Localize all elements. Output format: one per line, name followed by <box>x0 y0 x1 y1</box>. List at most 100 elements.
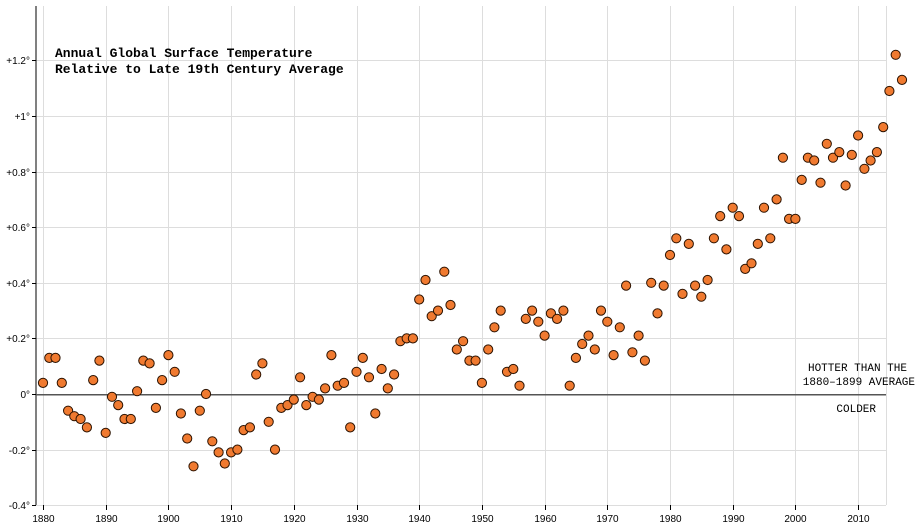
data-point: 1968: 0.16 <box>589 344 600 355</box>
data-point: 1984: 0.39 <box>690 280 701 291</box>
data-point: 1978: 0.29 <box>652 308 663 319</box>
data-point: 1970: 0.26 <box>602 316 613 327</box>
data-point: 1983: 0.54 <box>683 238 694 249</box>
data-point: 1967: 0.21 <box>583 330 594 341</box>
data-point: 1898: -0.05 <box>150 402 161 413</box>
data-point: 1932: 0.06 <box>363 372 375 383</box>
x-tick-label: 1920 <box>283 514 306 525</box>
data-point: 1920: -0.02 <box>288 394 299 405</box>
data-point: 1913: -0.12 <box>244 422 255 433</box>
x-tick-label: 1970 <box>596 514 619 525</box>
data-point: 1995: 0.67 <box>758 202 770 213</box>
data-point: 1903: -0.16 <box>182 433 193 444</box>
data-point: 1992: 0.45 <box>740 263 751 274</box>
data-point: 1883: 0.04 <box>56 377 67 388</box>
data-point: 1977: 0.4 <box>646 277 657 288</box>
data-point: 1976: 0.12 <box>639 355 651 366</box>
x-tick-label: 2000 <box>784 514 807 525</box>
data-points: 1880: 0.041881: 0.131882: 0.131883: 0.04… <box>37 49 908 472</box>
data-point: 1955: 0.09 <box>508 363 519 375</box>
data-point: 1990: 0.67 <box>727 202 738 213</box>
data-point: 1942: 0.28 <box>426 311 437 322</box>
data-point: 1892: -0.04 <box>113 400 124 411</box>
y-tick-label: +0.4° <box>6 279 30 290</box>
data-point: 1944: 0.44 <box>439 266 450 277</box>
data-point: 1951: 0.16 <box>483 344 494 355</box>
data-point: 1916: -0.1 <box>263 416 274 427</box>
chart-title-line-2: Relative to Late 19th Century Average <box>55 62 344 77</box>
data-point: 1906: 0 <box>200 388 212 400</box>
data-point: 1964: 0.03 <box>564 380 575 391</box>
data-point: 1882: 0.13 <box>50 352 61 363</box>
data-point: 1988: 0.64 <box>715 211 726 222</box>
data-point: 2007: 0.87 <box>834 147 845 158</box>
data-point: 1891: -0.01 <box>106 391 118 402</box>
data-point: 1890: -0.14 <box>100 427 111 438</box>
data-point: 2006: 0.85 <box>827 152 839 163</box>
data-point: 1966: 0.18 <box>577 338 588 350</box>
data-point: 1886: -0.09 <box>75 413 86 425</box>
data-point: 1962: 0.27 <box>552 313 563 324</box>
data-point: 1945: 0.32 <box>445 299 456 311</box>
data-point: 1917: -0.2 <box>269 444 281 455</box>
y-axis: -0.4° -0.2° 0° +0.2° +0.4° +0.6° +0.8° +1° +1.2° <box>6 6 37 512</box>
y-tick-label: +0.6° <box>6 223 30 234</box>
data-point: 1986: 0.41 <box>702 274 713 286</box>
data-point: 1894: -0.09 <box>125 413 136 425</box>
colder-annotation: COLDER <box>836 404 876 416</box>
data-point: 1989: 0.52 <box>721 244 732 255</box>
x-tick-label: 1910 <box>220 514 243 525</box>
x-tick-label: 1900 <box>157 514 180 525</box>
grid-lines <box>36 6 887 506</box>
data-point: 1973: 0.39 <box>621 280 632 291</box>
data-point: 1994: 0.54 <box>752 238 763 249</box>
data-point: 1982: 0.36 <box>677 288 688 299</box>
data-point: 1952: 0.24 <box>489 322 500 333</box>
x-tick-label: 2010 <box>847 514 870 525</box>
data-point: 1887: -0.12 <box>81 422 93 433</box>
data-point: 2000: 0.63 <box>790 213 801 224</box>
x-tick-label: 1980 <box>659 514 682 525</box>
data-point: 1941: 0.41 <box>420 274 431 286</box>
data-point: 1904: -0.26 <box>188 461 199 472</box>
data-point: 1931: 0.13 <box>357 352 368 363</box>
data-point: 2014: 0.96 <box>878 122 889 133</box>
data-point: 1947: 0.19 <box>458 336 469 347</box>
data-point: 1956: 0.03 <box>514 380 525 391</box>
data-point: 1943: 0.3 <box>432 305 444 316</box>
data-point: 1925: 0.02 <box>320 383 331 394</box>
data-point: 1897: 0.11 <box>144 358 155 369</box>
data-point: 1930: 0.08 <box>351 366 362 377</box>
data-point: 1987: 0.56 <box>708 233 720 244</box>
data-point: 1971: 0.14 <box>608 350 619 361</box>
data-point: 2012: 0.84 <box>865 155 876 166</box>
data-point: 1996: 0.56 <box>765 233 776 244</box>
data-point: 1915: 0.11 <box>257 358 268 369</box>
data-point: 1997: 0.7 <box>771 194 782 205</box>
y-tick-label: -0.4° <box>9 501 30 512</box>
hotter-annotation-line-1: HOTTER THAN THE <box>808 363 907 375</box>
data-point: 2001: 0.77 <box>796 174 807 185</box>
data-point: 1969: 0.3 <box>595 305 607 316</box>
x-tick-label: 1950 <box>471 514 494 525</box>
data-point: 1980: 0.5 <box>664 249 676 261</box>
data-point: 1907: -0.17 <box>207 436 218 447</box>
data-point: 1905: -0.06 <box>194 405 205 416</box>
x-axis: 1880 1890 1900 1910 1920 1930 1940 1950 1960 1970… <box>32 505 870 525</box>
data-point: 1926: 0.14 <box>326 350 337 361</box>
data-point: 1909: -0.25 <box>219 458 230 469</box>
data-point: 1998: 0.85 <box>777 152 789 163</box>
chart-title-line-1: Annual Global Surface Temperature <box>55 46 313 61</box>
data-point: 1993: 0.47 <box>746 258 757 269</box>
data-point: 1901: 0.08 <box>169 366 180 377</box>
data-point: 2017: 1.13 <box>896 74 908 86</box>
data-point: 1936: 0.07 <box>389 369 400 380</box>
data-point: 1933: -0.07 <box>370 408 381 419</box>
data-point: 2003: 0.84 <box>809 155 820 166</box>
data-point: 1929: -0.12 <box>345 422 356 433</box>
y-tick-label: +1° <box>15 112 30 123</box>
data-point: 1899: 0.05 <box>157 375 168 386</box>
data-point: 1928: 0.04 <box>338 377 350 388</box>
hotter-annotation-line-2: 1880–1899 AVERAGE <box>803 377 916 389</box>
